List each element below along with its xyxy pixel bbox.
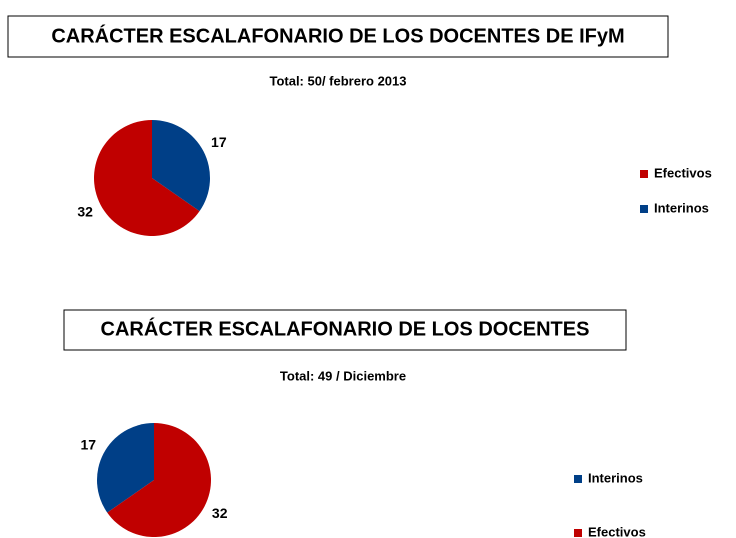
legend-swatch	[640, 170, 648, 178]
legend-label: Efectivos	[654, 165, 712, 180]
legend-label: Efectivos	[588, 524, 646, 538]
data-label: 32	[212, 505, 228, 521]
title-box	[63, 309, 627, 351]
chart-title: CARÁCTER ESCALAFONARIO DE LOS DOCENTES	[101, 317, 590, 340]
chart-title: CARÁCTER ESCALAFONARIO DE LOS DOCENTES D…	[51, 24, 624, 47]
pie-slice	[94, 120, 200, 236]
pie-slice	[107, 423, 211, 537]
data-label: 32	[77, 204, 93, 220]
pie-slice	[96, 423, 154, 513]
pie-slice	[152, 119, 211, 212]
legend-swatch	[574, 475, 582, 483]
chart-subtitle: Total: 50/ febrero 2013	[269, 73, 406, 88]
legend-label: Interinos	[588, 470, 643, 485]
title-box	[7, 15, 669, 58]
data-label: 17	[211, 134, 227, 150]
chart-subtitle: Total: 49 / Diciembre	[280, 368, 406, 383]
legend-swatch	[640, 205, 648, 213]
legend-swatch	[574, 529, 582, 537]
legend-label: Interinos	[654, 200, 709, 215]
data-label: 17	[81, 436, 97, 452]
